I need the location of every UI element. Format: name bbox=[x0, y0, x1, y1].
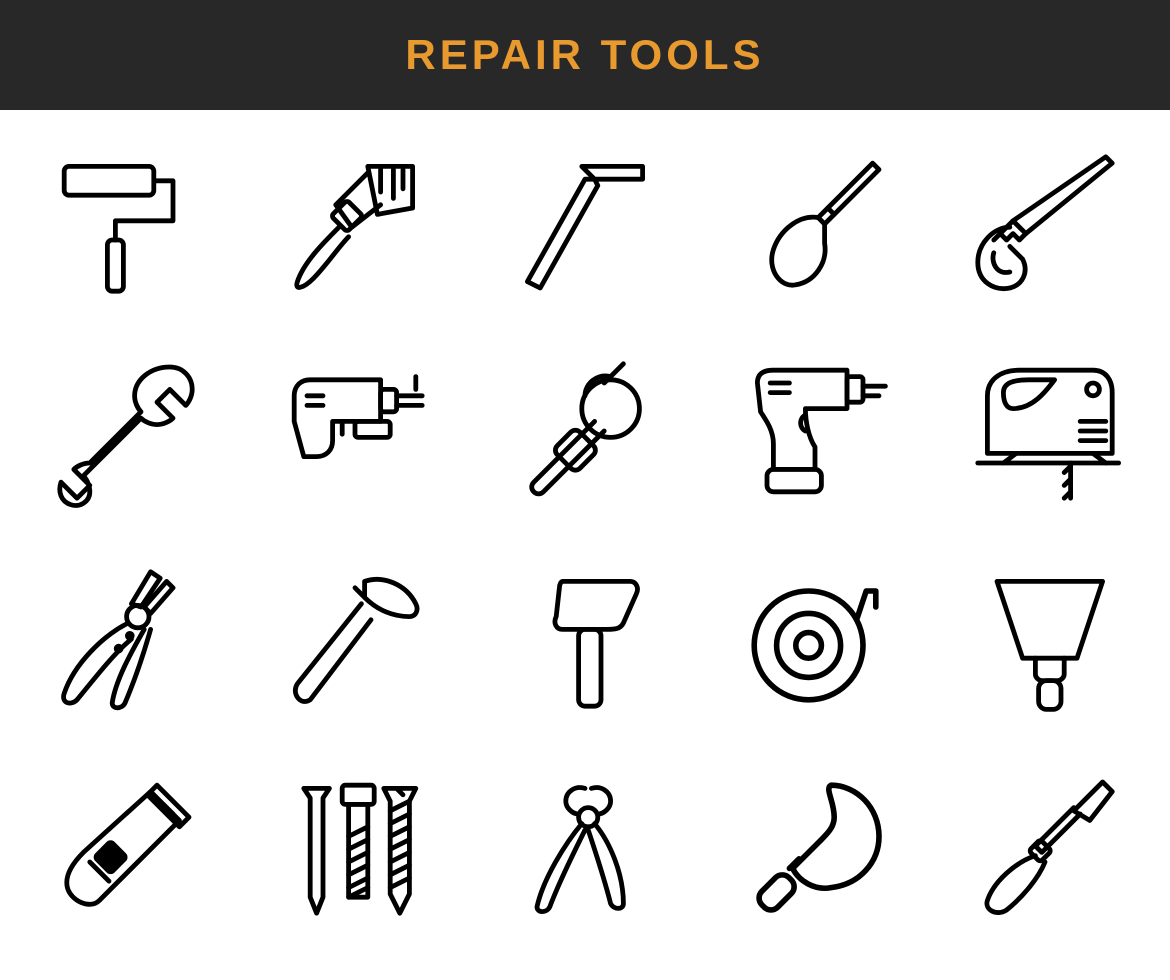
header-bar: REPAIR TOOLS bbox=[0, 0, 1170, 110]
screws-nails-icon bbox=[240, 743, 470, 951]
tape-measure-icon bbox=[700, 535, 930, 743]
drill-icon bbox=[240, 328, 470, 536]
screwdriver-icon bbox=[700, 120, 930, 328]
paint-roller-icon bbox=[10, 120, 240, 328]
trowel-icon bbox=[700, 743, 930, 951]
icon-grid bbox=[0, 110, 1170, 980]
pliers-icon bbox=[10, 535, 240, 743]
putty-knife-icon bbox=[930, 535, 1160, 743]
mallet-icon bbox=[470, 535, 700, 743]
paint-brush-icon bbox=[240, 120, 470, 328]
wrench-icon bbox=[10, 328, 240, 536]
page-title: REPAIR TOOLS bbox=[405, 31, 764, 79]
utility-knife-icon bbox=[10, 743, 240, 951]
cordless-drill-icon bbox=[700, 328, 930, 536]
pincers-icon bbox=[470, 743, 700, 951]
hand-saw-icon bbox=[930, 120, 1160, 328]
hammer-icon bbox=[470, 120, 700, 328]
axe-icon bbox=[240, 535, 470, 743]
jigsaw-icon bbox=[930, 328, 1160, 536]
angle-grinder-icon bbox=[470, 328, 700, 536]
chisel-icon bbox=[930, 743, 1160, 951]
